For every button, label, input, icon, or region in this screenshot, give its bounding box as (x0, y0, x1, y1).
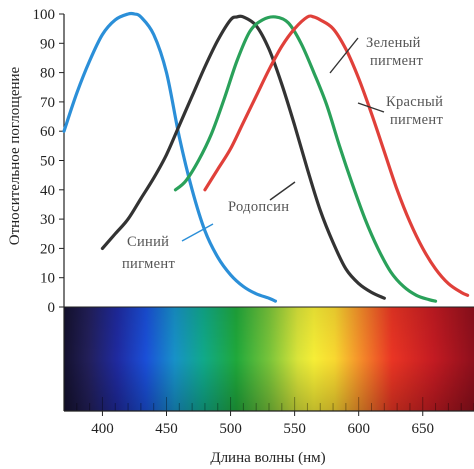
y-tick-label: 0 (48, 300, 56, 316)
x-tick-label: 400 (91, 421, 114, 437)
y-axis-title: Относительное поглощение (7, 66, 23, 245)
rhodopsin-label: Родопсин (228, 199, 289, 215)
red-pigment-label-line1: Красный (386, 94, 443, 110)
rhodopsin-leader-line (269, 181, 296, 201)
x-tick-label: 550 (283, 421, 306, 437)
red-pigment-label-line2: пигмент (390, 112, 443, 128)
green-pigment-label-line2: пигмент (370, 53, 423, 69)
blue-pigment-label-line2: пигмент (122, 256, 175, 272)
y-tick-label: 20 (40, 241, 55, 257)
y-axis-ticks: 0 10 20 30 40 50 60 70 80 90 100 (33, 7, 64, 316)
green-leader-line (329, 37, 359, 74)
blue-leader-line (181, 223, 214, 242)
rhodopsin-absorption-curve (100, 14, 386, 300)
y-tick-label: 60 (40, 124, 55, 140)
y-tick-label: 80 (40, 66, 55, 82)
x-tick-label: 600 (347, 421, 370, 437)
green-absorption-curve (173, 15, 438, 303)
y-tick-label: 100 (33, 7, 56, 23)
y-tick-label: 70 (40, 95, 55, 111)
blue-pigment-label-line1: Синий (127, 234, 169, 250)
spectrum-bar-shade (64, 307, 474, 411)
y-tick-label: 90 (40, 36, 55, 52)
x-tick-label: 450 (155, 421, 178, 437)
x-axis-ticks: 400 450 500 550 600 650 (91, 411, 434, 437)
spectrum-tick-marks (76, 397, 474, 411)
x-tick-label: 500 (219, 421, 242, 437)
y-tick-label: 40 (40, 183, 55, 199)
y-tick-label: 10 (40, 271, 55, 287)
red-absorption-curve (203, 14, 470, 297)
red-leader-line (357, 102, 385, 113)
annotation-leaders (181, 37, 385, 242)
x-tick-label: 650 (412, 421, 435, 437)
y-tick-label: 50 (40, 154, 55, 170)
green-pigment-label-line1: Зеленый (366, 35, 421, 51)
absorption-curves (62, 11, 470, 303)
blue-absorption-curve (62, 11, 278, 303)
x-axis-title: Длина волны (нм) (210, 450, 325, 466)
y-tick-label: 30 (40, 212, 55, 228)
